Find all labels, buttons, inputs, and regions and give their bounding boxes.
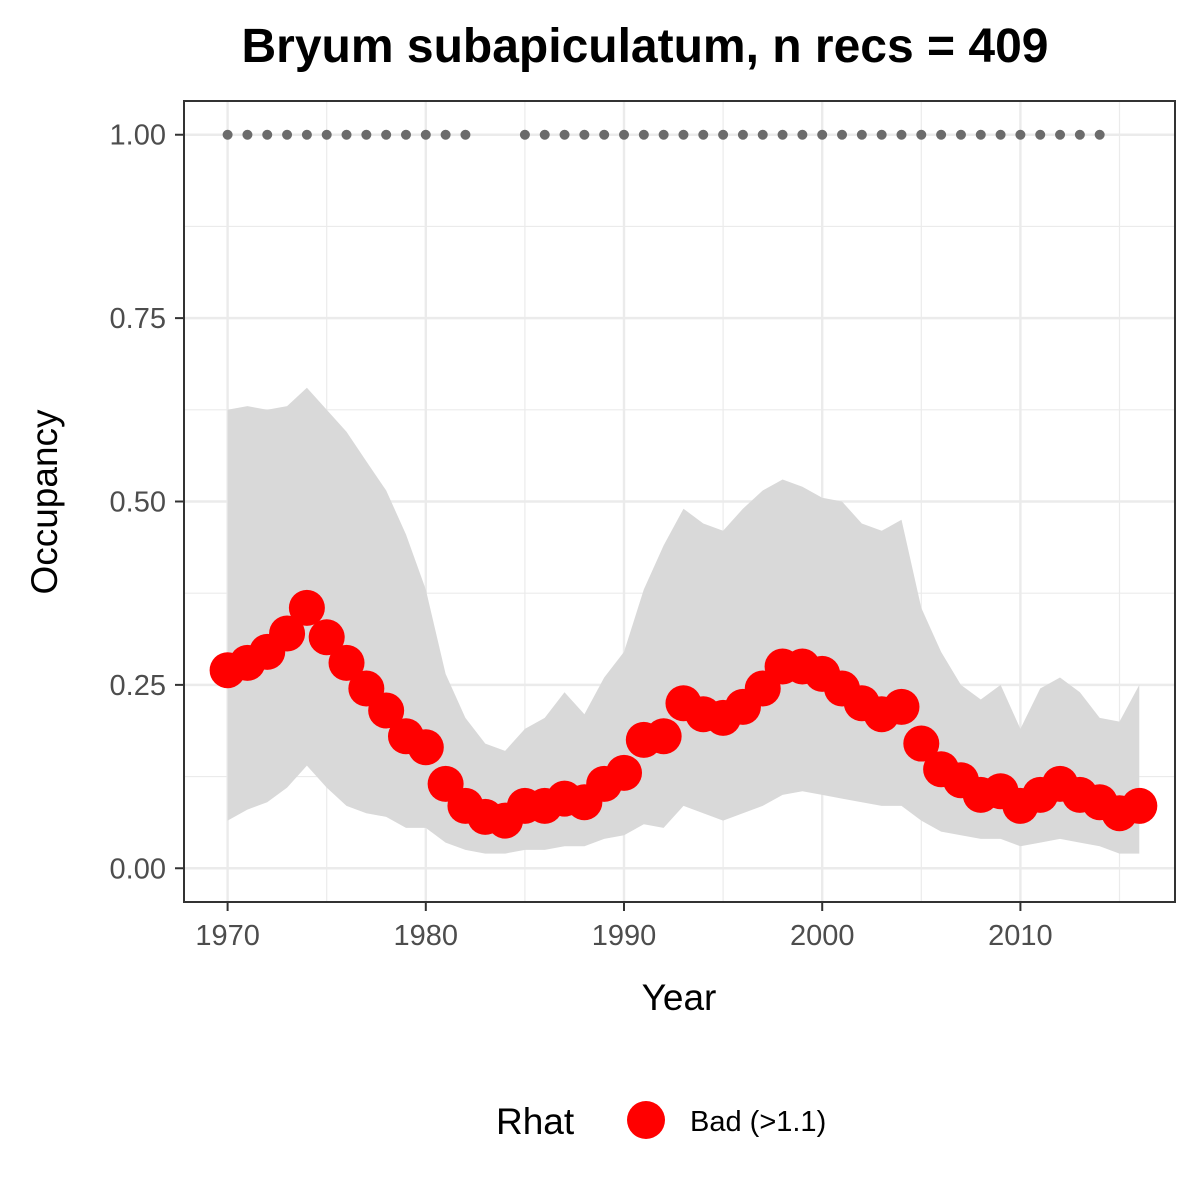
record-dot [361, 129, 372, 140]
record-dot [995, 129, 1006, 140]
record-dot [955, 129, 966, 140]
record-dot [797, 129, 808, 140]
x-tick-label: 1990 [592, 920, 657, 952]
record-dot [698, 129, 709, 140]
record-dot [282, 129, 293, 140]
record-dot [400, 129, 411, 140]
record-dot [341, 129, 352, 140]
occupancy-points-layer [209, 589, 1158, 839]
occupancy-point [645, 718, 682, 755]
record-dot [539, 129, 550, 140]
x-tick-label: 1980 [394, 920, 459, 952]
occupancy-point [288, 589, 325, 626]
record-dot [916, 129, 927, 140]
y-tick-label: 0.50 [110, 487, 166, 519]
record-dot [559, 129, 570, 140]
record-dot [420, 129, 431, 140]
record-dot [1074, 129, 1085, 140]
occupancy-point [328, 644, 365, 681]
record-dot [678, 129, 689, 140]
y-axis-title: Occupancy [24, 409, 65, 595]
occupancy-point [407, 729, 444, 766]
x-axis: 1970 1980 1990 2000 2010 [195, 902, 1053, 952]
record-dot [896, 129, 907, 140]
record-dot [638, 129, 649, 140]
record-dot [975, 129, 986, 140]
occupancy-point [606, 754, 643, 791]
record-dot [440, 129, 451, 140]
record-dot [757, 129, 768, 140]
y-axis: 0.00 0.25 0.50 0.75 1.00 [110, 120, 184, 885]
legend-title: Rhat [496, 1101, 575, 1142]
x-tick-label: 2010 [988, 920, 1053, 952]
record-dots-layer [222, 129, 1105, 140]
record-dot [1094, 129, 1105, 140]
occupancy-point [883, 688, 920, 725]
record-dot [599, 129, 610, 140]
record-dot [321, 129, 332, 140]
x-tick-label: 1970 [195, 920, 260, 952]
record-dot [579, 129, 590, 140]
record-dot [519, 129, 530, 140]
record-dot [381, 129, 392, 140]
legend: Rhat Bad (>1.1) [496, 1101, 826, 1142]
record-dot [837, 129, 848, 140]
record-dot [1015, 129, 1026, 140]
record-dot [658, 129, 669, 140]
x-tick-label: 2000 [790, 920, 855, 952]
occupancy-point [903, 725, 940, 762]
occupancy-point [308, 619, 345, 656]
record-dot [222, 129, 233, 140]
y-tick-label: 0.25 [110, 670, 166, 702]
occupancy-point [368, 692, 405, 729]
x-axis-title: Year [642, 977, 717, 1018]
record-dot [460, 129, 471, 140]
record-dot [262, 129, 273, 140]
legend-key-marker [627, 1101, 665, 1139]
occupancy-point [269, 615, 306, 652]
record-dot [737, 129, 748, 140]
record-dot [856, 129, 867, 140]
record-dot [1055, 129, 1066, 140]
chart-title: Bryum subapiculatum, n recs = 409 [242, 20, 1049, 73]
record-dot [817, 129, 828, 140]
record-dot [876, 129, 887, 140]
record-dot [936, 129, 947, 140]
y-tick-label: 0.75 [110, 303, 166, 335]
record-dot [242, 129, 253, 140]
y-tick-label: 1.00 [110, 120, 166, 152]
record-dot [777, 129, 788, 140]
record-dot [718, 129, 729, 140]
record-dot [301, 129, 312, 140]
occupancy-point [1121, 787, 1158, 824]
record-dot [619, 129, 630, 140]
legend-label: Bad (>1.1) [690, 1106, 826, 1138]
record-dot [1035, 129, 1046, 140]
y-tick-label: 0.00 [110, 853, 166, 885]
